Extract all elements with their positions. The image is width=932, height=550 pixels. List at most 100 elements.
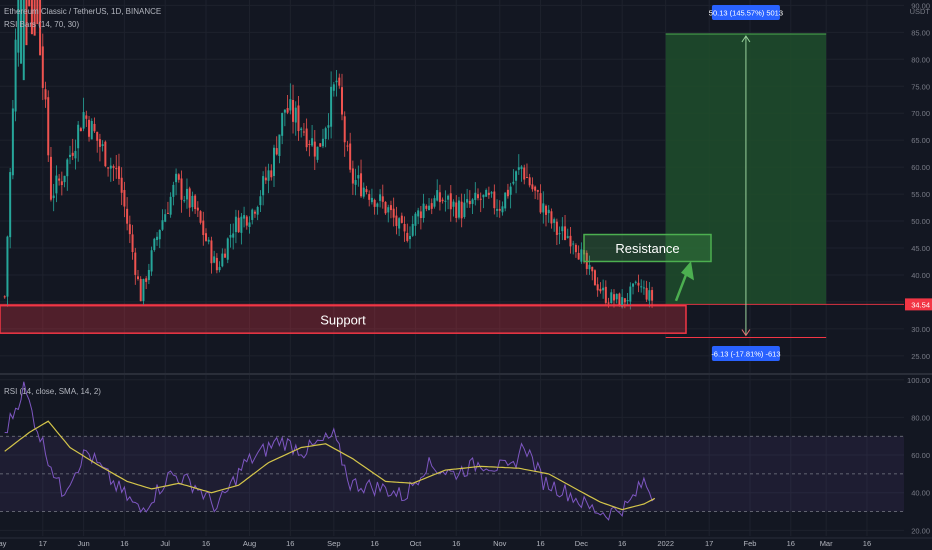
candle-body: [237, 217, 240, 233]
candle-body: [104, 141, 107, 167]
candle-body: [599, 288, 602, 292]
candle-body: [389, 205, 392, 211]
candle-body: [447, 195, 450, 200]
price-tick-label: 80.00: [911, 55, 930, 64]
candle-body: [134, 252, 137, 275]
time-tick-label: 2022: [657, 539, 674, 548]
candle-body: [623, 298, 626, 303]
candle-body: [142, 279, 145, 302]
candle-body: [248, 222, 251, 227]
candle-body: [555, 221, 558, 235]
arrow-down-icon: [741, 329, 751, 337]
candle-body: [158, 230, 161, 240]
candle-body: [338, 77, 341, 86]
candle-body: [512, 181, 515, 184]
candle-body: [545, 205, 547, 215]
target-label-box: [711, 5, 780, 20]
candle-body: [425, 205, 428, 209]
candle-body: [52, 195, 55, 199]
candle-body: [330, 86, 333, 127]
candle-body: [11, 108, 14, 176]
candle-body: [634, 281, 637, 283]
rsi-tick-label: 60.00: [911, 451, 930, 460]
candle-body: [305, 128, 308, 148]
candle-body: [613, 294, 615, 301]
price-tick-label: 70.00: [911, 109, 930, 118]
currency-label: USDT: [910, 7, 931, 16]
time-tick-label: 16: [370, 539, 378, 548]
candle-body: [117, 166, 120, 179]
time-tick-label: 17: [39, 539, 47, 548]
candle-body: [406, 232, 409, 241]
candle-body: [69, 154, 71, 157]
candle-body: [351, 168, 354, 184]
candle-body: [419, 211, 422, 219]
candle-body: [365, 189, 368, 193]
price-tick-label: 40.00: [911, 271, 930, 280]
candle-body: [460, 201, 463, 219]
time-tick-label: Mar: [820, 539, 833, 548]
candle-body: [368, 194, 371, 200]
resistance-box: [583, 233, 712, 263]
price-tick-label: 65.00: [911, 136, 930, 145]
time-tick-label: Dec: [575, 539, 589, 548]
candle-body: [191, 195, 194, 208]
candle-body: [262, 176, 265, 196]
candle-body: [468, 200, 471, 205]
candle-body: [126, 208, 129, 224]
price-tick-label: 30.00: [911, 325, 930, 334]
candle-body: [308, 144, 311, 146]
stop-label-box: [711, 346, 780, 361]
candle-body: [41, 46, 44, 88]
time-tick-label: 16: [618, 539, 626, 548]
candle-body: [79, 128, 82, 132]
candle-body: [147, 269, 150, 281]
candle-body: [403, 224, 406, 232]
candle-body: [74, 150, 77, 159]
price-tick-label: 45.00: [911, 244, 930, 253]
candle-body: [286, 108, 289, 113]
symbol-legend: Ethereum Classic / TetherUS, 1D, BINANCE: [4, 7, 162, 16]
candle-body: [58, 178, 61, 181]
candle-body: [496, 209, 499, 211]
time-tick-label: 16: [452, 539, 460, 548]
candle-body: [259, 196, 262, 206]
candle-body: [17, 0, 20, 53]
candle-body: [292, 100, 295, 122]
last-price-tag: [905, 298, 932, 311]
candle-body: [177, 174, 180, 180]
candle-body: [39, 0, 42, 56]
candle-body: [131, 234, 134, 253]
candle-body: [357, 175, 360, 179]
candle-body: [400, 215, 403, 223]
candle-body: [300, 128, 303, 131]
candle-body: [49, 156, 52, 200]
candle-body: [85, 115, 88, 119]
candle-body: [452, 201, 455, 207]
resistance-label: Resistance: [615, 241, 679, 256]
candle-body: [63, 175, 66, 183]
candle-body: [294, 107, 297, 123]
candle-body: [313, 141, 316, 157]
time-tick-label: May: [0, 539, 7, 548]
candle-body: [221, 253, 224, 267]
candle-body: [185, 188, 188, 200]
candle-body: [618, 293, 621, 307]
candle-body: [479, 198, 482, 200]
candle-body: [629, 286, 632, 302]
rsi-line: [4, 381, 656, 521]
candle-body: [517, 167, 520, 170]
candle-body: [156, 236, 159, 241]
candle-body: [96, 131, 99, 141]
candle-body: [229, 235, 232, 238]
time-tick-label: 17: [705, 539, 713, 548]
candle-body: [553, 219, 556, 223]
candle-body: [422, 203, 425, 218]
candle-body: [77, 124, 80, 149]
candle-body: [22, 0, 25, 81]
candle-body: [504, 192, 507, 209]
candle-body: [128, 224, 131, 235]
candle-body: [433, 198, 436, 207]
time-axis: May 17 Jun 16 Jul 16 Aug 16 Sep 16 Oct 16 Nov 16 Dec 16…: [0, 539, 871, 548]
